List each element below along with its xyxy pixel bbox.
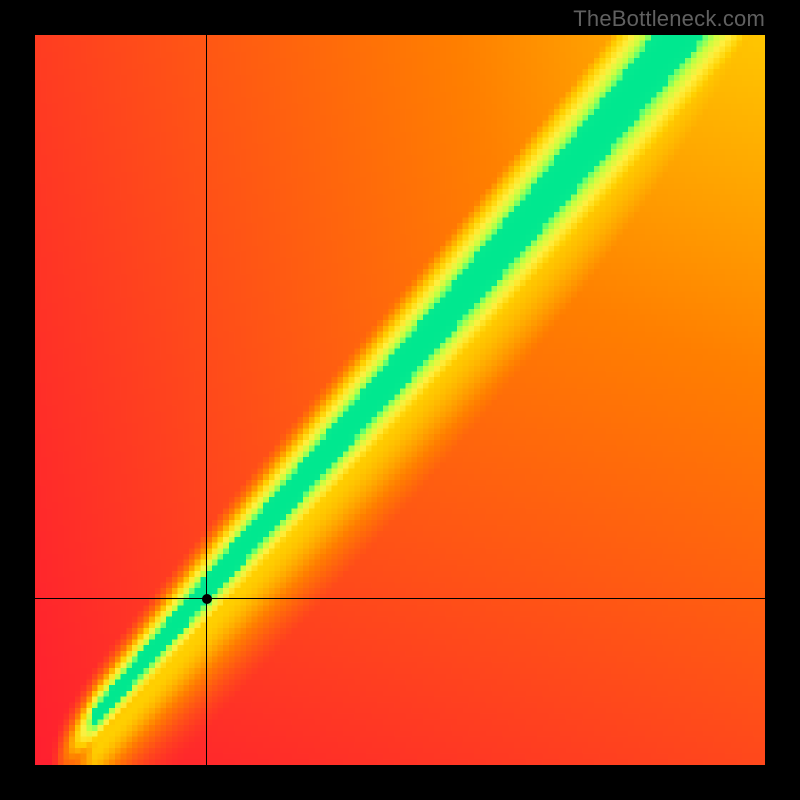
- watermark-text: TheBottleneck.com: [573, 6, 765, 32]
- crosshair-marker: [202, 594, 212, 604]
- crosshair-horizontal: [35, 598, 765, 599]
- bottleneck-heatmap: [35, 35, 765, 765]
- root: TheBottleneck.com: [0, 0, 800, 800]
- crosshair-vertical: [206, 35, 207, 765]
- plot-area: [35, 35, 765, 765]
